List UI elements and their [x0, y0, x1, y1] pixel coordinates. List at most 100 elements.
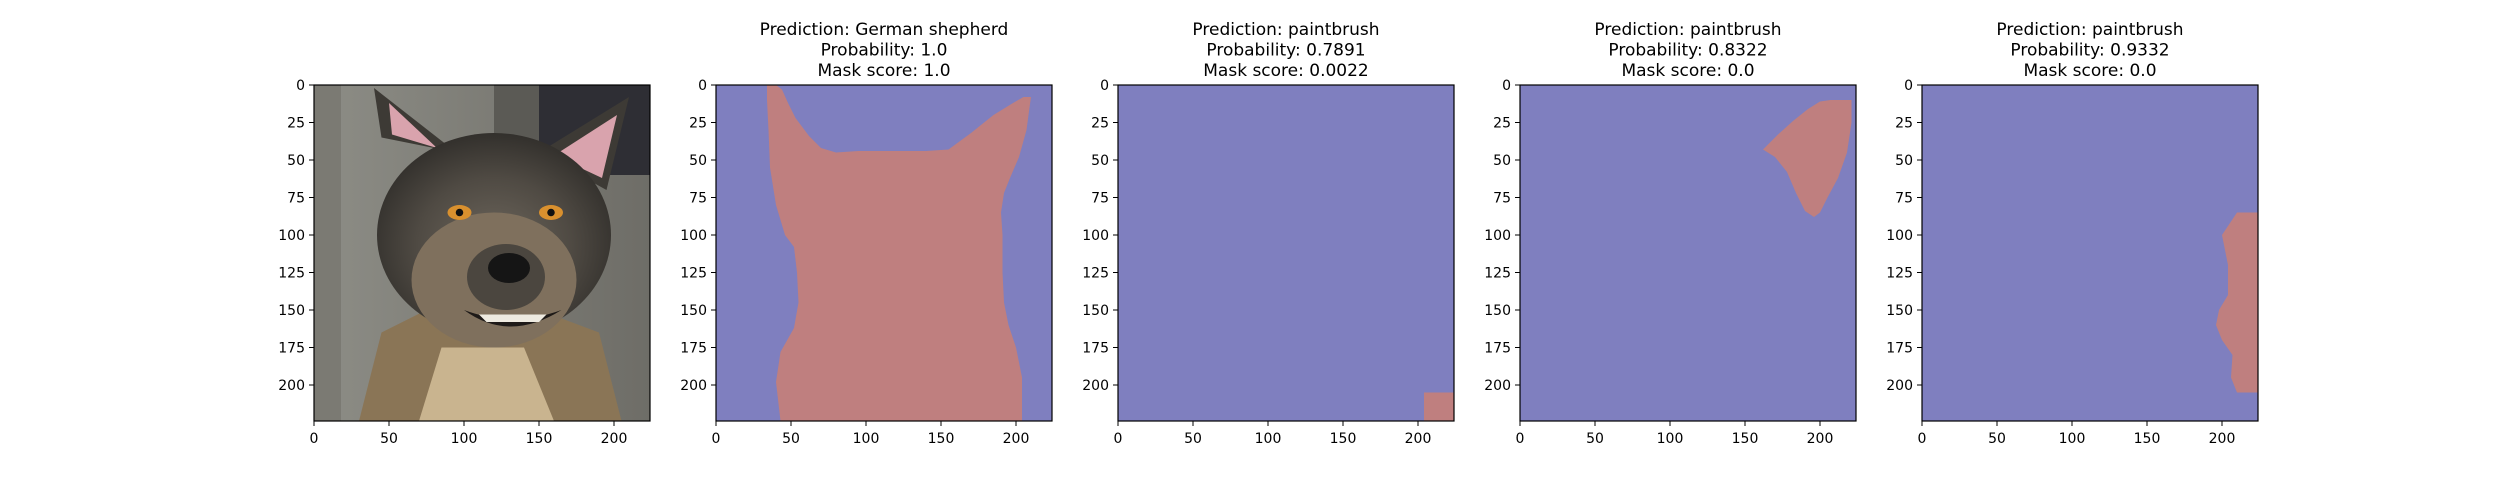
y-tick-label: 200 [1082, 378, 1109, 394]
y-tick-label: 125 [1886, 266, 1913, 282]
x-tick-label: 100 [1657, 431, 1684, 447]
axes-frame [1117, 84, 1455, 422]
y-tick-label: 125 [1082, 266, 1109, 282]
y-tick-label: 0 [698, 78, 707, 94]
subplot-title-line: Prediction: paintbrush [1192, 20, 1379, 40]
y-tick-label: 150 [278, 303, 305, 319]
y-tick-label: 75 [1895, 191, 1913, 207]
y-tick-label: 25 [1091, 116, 1109, 132]
y-tick-label: 200 [680, 378, 707, 394]
x-tick-label: 50 [380, 431, 398, 447]
y-tick-label: 100 [1484, 228, 1511, 244]
y-tick-label: 200 [1484, 378, 1511, 394]
y-tick-label: 175 [1082, 341, 1109, 357]
x-tick-label: 200 [1807, 431, 1834, 447]
subplot-1: 0 50 100 150 200 0 25 50 75 100 125 150 175 200 [278, 78, 651, 447]
mask-region [767, 85, 1031, 421]
subplot-title-line: Probability: 1.0 [821, 41, 948, 61]
x-tick-label: 50 [782, 431, 800, 447]
mask-region [2216, 212, 2258, 393]
y-tick-label: 50 [287, 153, 305, 169]
x-tick-label: 100 [451, 431, 478, 447]
x-tick-label: 100 [853, 431, 880, 447]
subplot-title-line: Probability: 0.8322 [1608, 41, 1767, 61]
y-tick-label: 25 [287, 116, 305, 132]
subplot-title-line: Probability: 0.7891 [1206, 41, 1365, 61]
x-tick-label: 50 [1184, 431, 1202, 447]
subplot-title-line: Probability: 0.9332 [2010, 41, 2169, 61]
subplot-title-line: Prediction: paintbrush [1594, 20, 1781, 40]
y-tick-label: 0 [1502, 78, 1511, 94]
mask-region [1763, 100, 1852, 217]
y-tick-label: 125 [1484, 266, 1511, 282]
x-tick-label: 200 [2209, 431, 2236, 447]
y-tick-label: 75 [1493, 191, 1511, 207]
y-tick-label: 25 [689, 116, 707, 132]
y-tick-label: 100 [278, 228, 305, 244]
y-tick-label: 175 [278, 341, 305, 357]
mask-background [1922, 85, 2258, 421]
y-tick-label: 50 [1091, 153, 1109, 169]
y-tick-label: 0 [296, 78, 305, 94]
x-tick-label: 150 [1732, 431, 1759, 447]
x-tick-label: 200 [1003, 431, 1030, 447]
x-tick-label: 0 [310, 431, 319, 447]
y-tick-label: 50 [1895, 153, 1913, 169]
y-tick-label: 75 [689, 191, 707, 207]
x-tick-label: 100 [2059, 431, 2086, 447]
y-tick-label: 150 [680, 303, 707, 319]
y-tick-label: 200 [278, 378, 305, 394]
y-tick-label: 150 [1082, 303, 1109, 319]
y-tick-label: 150 [1484, 303, 1511, 319]
y-tick-label: 100 [680, 228, 707, 244]
x-tick-label: 0 [1918, 431, 1927, 447]
subplot-title-line: Mask score: 1.0 [817, 61, 950, 81]
y-tick-label: 175 [680, 341, 707, 357]
x-tick-label: 150 [526, 431, 553, 447]
y-tick-label: 100 [1886, 228, 1913, 244]
x-tick-label: 150 [928, 431, 955, 447]
axes-frame [1519, 84, 1857, 422]
subplot-title-line: Mask score: 0.0022 [1203, 61, 1368, 81]
y-tick-label: 125 [278, 266, 305, 282]
mask-background [1118, 85, 1454, 421]
x-tick-label: 200 [601, 431, 628, 447]
subplot-title-line: Prediction: German shepherd [760, 20, 1009, 40]
subplot-title-line: Mask score: 0.0 [2023, 61, 2156, 81]
x-tick-label: 150 [2134, 431, 2161, 447]
y-tick-label: 75 [287, 191, 305, 207]
x-tick-label: 50 [1988, 431, 2006, 447]
axes-frame [1921, 84, 2259, 422]
x-tick-label: 0 [712, 431, 721, 447]
x-tick-label: 100 [1255, 431, 1282, 447]
y-tick-label: 25 [1493, 116, 1511, 132]
y-tick-label: 150 [1886, 303, 1913, 319]
y-tick-label: 50 [1493, 153, 1511, 169]
subplot-title-line: Prediction: paintbrush [1996, 20, 2183, 40]
subplot-2: Prediction: German shepherdProbability: … [680, 20, 1053, 447]
axes-frame [715, 84, 1053, 422]
dog-photo [314, 85, 650, 421]
subplot-title-line: Mask score: 0.0 [1621, 61, 1754, 81]
y-tick-label: 175 [1886, 341, 1913, 357]
y-tick-label: 125 [680, 266, 707, 282]
mask-region [1424, 392, 1454, 421]
y-tick-label: 25 [1895, 116, 1913, 132]
y-tick-label: 100 [1082, 228, 1109, 244]
y-tick-label: 50 [689, 153, 707, 169]
x-tick-label: 0 [1114, 431, 1123, 447]
axes-frame [313, 84, 651, 422]
y-tick-label: 175 [1484, 341, 1511, 357]
y-tick-label: 75 [1091, 191, 1109, 207]
x-tick-label: 200 [1405, 431, 1432, 447]
x-tick-label: 0 [1516, 431, 1525, 447]
y-tick-label: 0 [1904, 78, 1913, 94]
y-tick-label: 200 [1886, 378, 1913, 394]
x-tick-label: 50 [1586, 431, 1604, 447]
y-tick-label: 0 [1100, 78, 1109, 94]
x-tick-label: 150 [1330, 431, 1357, 447]
